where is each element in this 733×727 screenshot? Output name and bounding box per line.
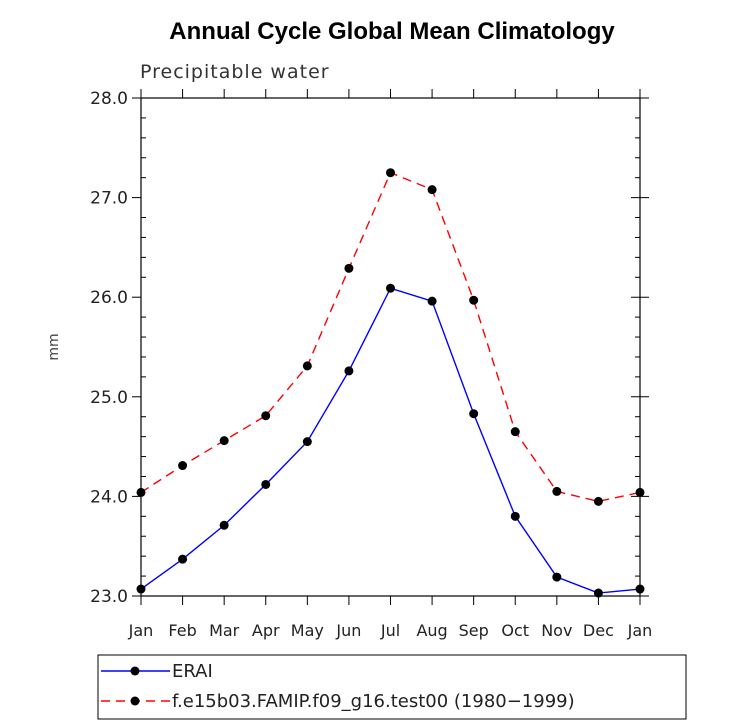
legend-box bbox=[97, 654, 687, 720]
y-axis-label: mm bbox=[46, 333, 62, 360]
data-point bbox=[136, 584, 146, 594]
data-point bbox=[136, 487, 146, 497]
legend-marker bbox=[130, 666, 140, 676]
data-point bbox=[427, 185, 437, 195]
data-point bbox=[344, 366, 354, 376]
y-tick-label: 23.0 bbox=[90, 587, 128, 607]
data-point bbox=[635, 584, 645, 594]
data-point bbox=[510, 427, 520, 437]
legend-label: f.e15b03.FAMIP.f09_g16.test00 (1980−1999… bbox=[172, 691, 575, 712]
x-tick-label: Apr bbox=[252, 621, 280, 640]
data-point bbox=[593, 588, 603, 598]
legend-item-2: f.e15b03.FAMIP.f09_g16.test00 (1980−1999… bbox=[101, 691, 575, 712]
data-point bbox=[469, 409, 479, 419]
x-tick-label: May bbox=[291, 621, 324, 640]
x-tick-label: Jan bbox=[128, 621, 154, 640]
data-point bbox=[178, 461, 188, 471]
legend-marker bbox=[130, 696, 140, 706]
y-tick-label: 28.0 bbox=[90, 89, 128, 109]
y-tick-label: 26.0 bbox=[90, 288, 128, 308]
data-point bbox=[261, 479, 271, 489]
data-point bbox=[552, 572, 562, 582]
series-1 bbox=[136, 283, 645, 598]
ticks-layer: 23.0 24.0 25.0 26.0 27.0 28.0 Jan Feb Mar Apr May J… bbox=[90, 89, 652, 640]
legend: ERAI f.e15b03.FAMIP.f09_g16.test00 (1980−… bbox=[97, 654, 687, 720]
series-2 bbox=[136, 168, 645, 506]
series-layer bbox=[136, 168, 645, 598]
data-point bbox=[178, 554, 188, 564]
x-tick-label: Oct bbox=[501, 621, 529, 640]
data-point bbox=[635, 487, 645, 497]
data-point bbox=[302, 361, 312, 371]
data-point bbox=[593, 496, 603, 506]
y-tick-label: 27.0 bbox=[90, 189, 128, 209]
x-tick-label: Nov bbox=[541, 621, 572, 640]
legend-item-1: ERAI bbox=[101, 661, 213, 682]
data-point bbox=[469, 295, 479, 305]
x-tick-label: Jun bbox=[335, 621, 361, 640]
legend-label: ERAI bbox=[172, 661, 213, 682]
x-tick-label: Aug bbox=[416, 621, 447, 640]
data-point bbox=[219, 520, 229, 530]
x-tick-label: Dec bbox=[583, 621, 614, 640]
x-tick-label: Feb bbox=[168, 621, 196, 640]
data-point bbox=[219, 436, 229, 446]
plot-frame bbox=[140, 97, 641, 597]
y-tick-label: 24.0 bbox=[90, 487, 128, 507]
data-point bbox=[344, 263, 354, 273]
data-point bbox=[261, 411, 271, 421]
x-tick-label: Jan bbox=[627, 621, 653, 640]
series-line bbox=[140, 287, 641, 594]
data-point bbox=[552, 486, 562, 496]
data-point bbox=[427, 296, 437, 306]
x-tick-label: Mar bbox=[209, 621, 240, 640]
chart-subtitle: Precipitable water bbox=[140, 61, 330, 83]
data-point bbox=[386, 168, 395, 178]
x-tick-label: Jul bbox=[380, 621, 400, 640]
data-point bbox=[510, 511, 520, 521]
series-line bbox=[140, 171, 641, 503]
chart-title: Annual Cycle Global Mean Climatology bbox=[169, 18, 615, 45]
data-point bbox=[302, 437, 312, 447]
data-point bbox=[386, 283, 395, 293]
x-tick-label: Sep bbox=[459, 621, 489, 640]
y-tick-label: 25.0 bbox=[90, 388, 128, 408]
